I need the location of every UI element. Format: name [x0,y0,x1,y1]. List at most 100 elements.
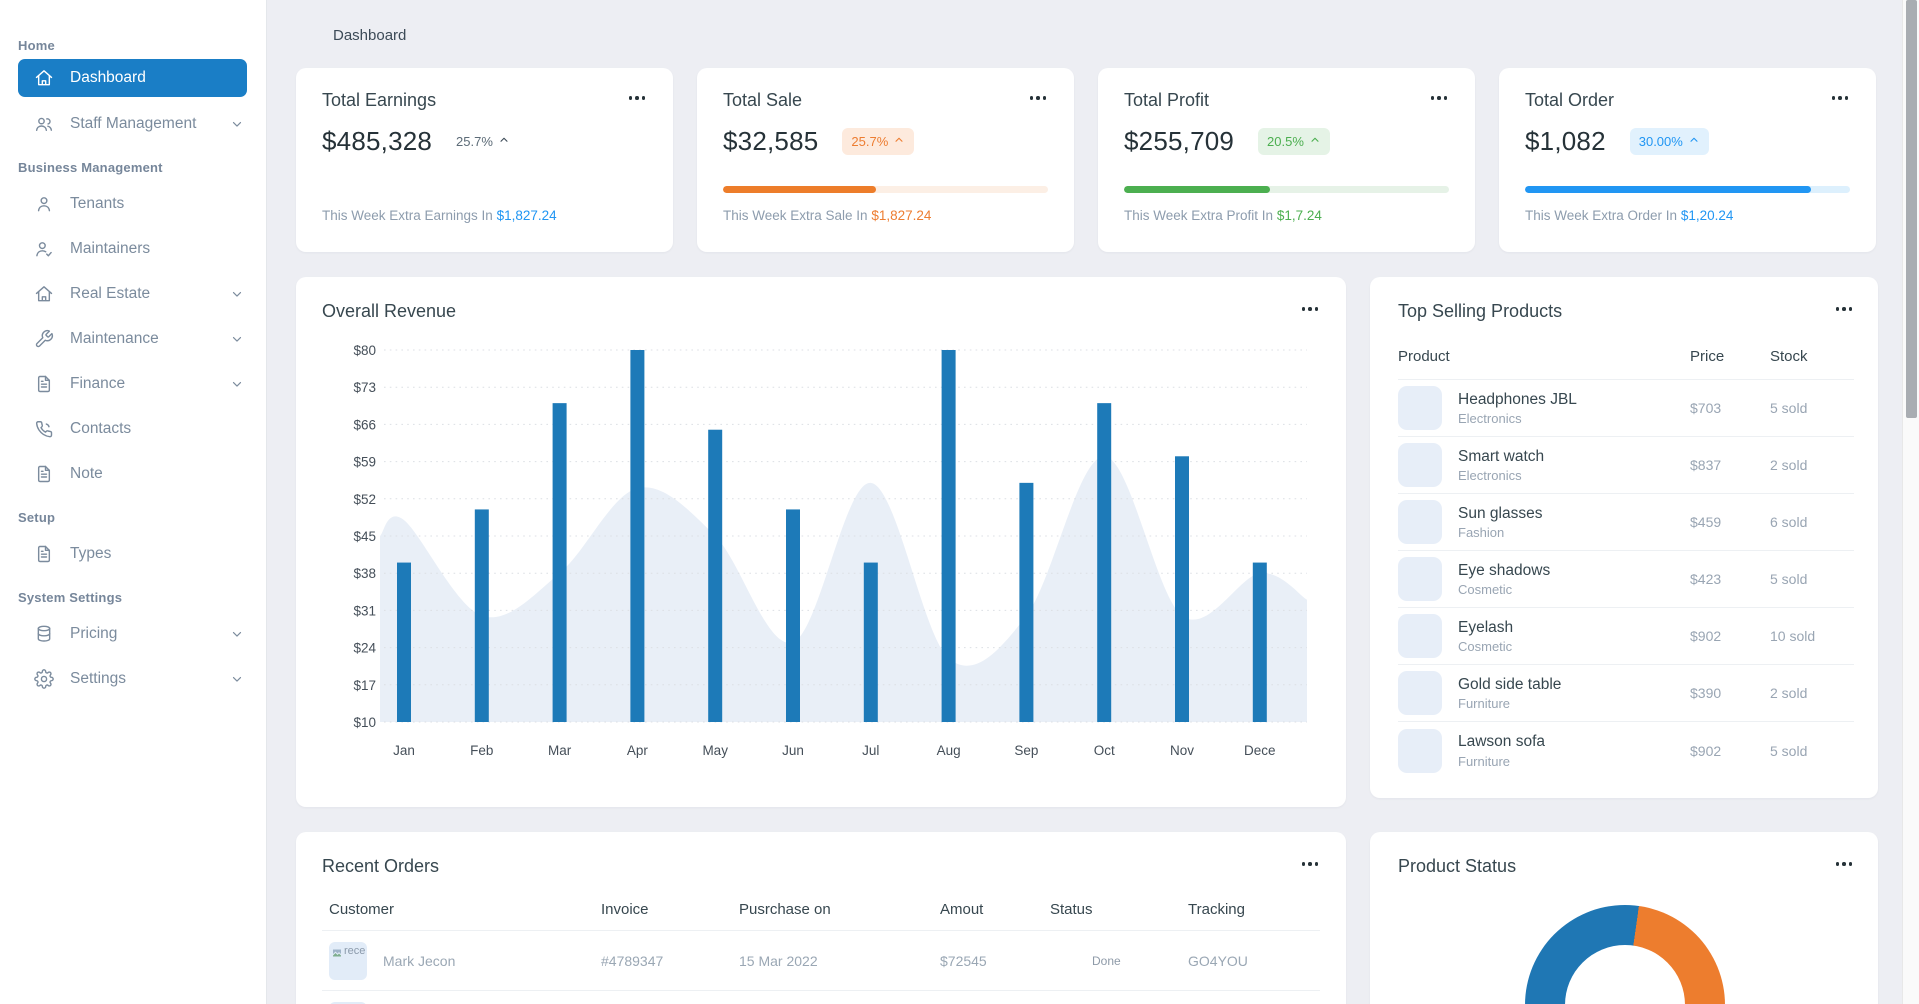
product-price: $902 [1690,628,1722,644]
product-info: Smart watch Electronics [1458,447,1674,483]
stat-card-value: $255,709 [1124,126,1235,156]
stat-card-trend-badge[interactable]: 20.5% [1258,128,1330,155]
stat-card-value: $32,585 [723,126,819,156]
home-icon [34,68,54,88]
ellipsis-menu-icon[interactable] [1429,90,1450,106]
stat-card-progress-fill [723,186,876,193]
x-axis-tick-label: Aug [937,743,961,758]
ellipsis-menu-icon[interactable] [1300,856,1321,872]
ellipsis-menu-icon[interactable] [627,90,648,106]
product-image-placeholder [1398,671,1442,715]
product-category: Furniture [1458,696,1511,712]
stat-card-trend-badge[interactable]: 30.00% [1629,128,1709,155]
product-info: Headphones JBL Electronics [1458,390,1674,426]
revenue-bar-oct [1097,403,1112,722]
stat-card-footer-amount: $1,20.24 [1680,208,1734,223]
stat-card-footer-amount: $1,7.24 [1276,208,1322,223]
orders-table-header: Customer Invoice Pusrchase on Amout Status Tr… [322,901,1320,931]
y-axis-tick-label: $59 [353,455,376,470]
order-row-2: rece [322,991,1320,1004]
orders-column-tracking: Tracking [1188,901,1245,918]
product-category: Electronics [1458,468,1522,484]
stat-card-value: $485,328 [322,126,433,156]
revenue-bar-mar [552,403,567,722]
product-category: Furniture [1458,753,1511,769]
stat-card-total-profit: Total Profit $255,709 20.5% This Week Ex… [1098,68,1475,252]
product-info: Sun glasses Fashion [1458,504,1674,540]
ellipsis-menu-icon[interactable] [1834,856,1855,872]
gear-icon [34,668,54,689]
revenue-background-area [380,456,1307,722]
ellipsis-menu-icon[interactable] [1300,301,1321,317]
top-selling-products-card: Top Selling Products Product Price Stock H… [1370,277,1878,798]
sidebar-item-pricing[interactable]: Pricing [0,611,266,656]
y-axis-tick-label: $45 [353,529,376,544]
y-axis-tick-label: $80 [353,343,376,358]
product-price: $837 [1690,457,1722,473]
overall-revenue-title: Overall Revenue [322,301,457,321]
order-customer-cell: rece Mark Jecon [329,941,601,980]
sidebar-item-contacts[interactable]: Contacts [0,406,266,451]
stat-card-title: Total Profit [1124,90,1210,110]
stat-cards-row: Total Earnings $485,328 25.7% This Week … [296,68,1876,252]
sidebar-item-types[interactable]: Types [0,531,266,576]
sidebar-item-finance[interactable]: Finance [0,361,266,406]
sidebar-item-settings[interactable]: Settings [0,656,266,701]
top-selling-products-title: Top Selling Products [1398,301,1563,321]
sidebar-item-maintenance[interactable]: Maintenance [0,316,266,361]
products-table-header: Product Price Stock [1398,348,1854,380]
product-price: $459 [1690,514,1722,530]
sidebar-item-real-estate[interactable]: Real Estate [0,271,266,316]
stat-card-footer: This Week Extra Order In $1,20.24 [1525,208,1734,223]
chevron-down-icon [230,332,244,346]
stat-card-progress-fill [1525,186,1811,193]
product-image-placeholder [1398,500,1442,544]
sidebar-item-dashboard[interactable]: Dashboard [18,59,247,97]
overall-revenue-card: Overall Revenue $10 $17 $24 $31 $38 $45 $52 $59… [296,277,1346,807]
product-price: $703 [1690,400,1722,416]
products-column-price: Price [1690,348,1725,365]
stat-card-value: $1,082 [1525,126,1606,156]
stat-card-trend-badge[interactable]: 25.7% [456,128,510,155]
sidebar-item-label: Contacts [70,419,132,437]
sidebar-item-label: Pricing [70,624,118,642]
product-row-eyelash: Eyelash Cosmetic $902 10 sold [1398,608,1854,665]
product-info: Gold side table Furniture [1458,675,1674,711]
chevron-down-icon [230,117,244,131]
sidebar-item-label: Note [70,464,103,482]
sidebar-item-maintainers[interactable]: Maintainers [0,226,266,271]
product-price: $390 [1690,685,1722,701]
ellipsis-menu-icon[interactable] [1834,301,1855,317]
scrollbar-thumb[interactable] [1906,0,1917,418]
orders-column-status: Status [1050,901,1093,918]
ellipsis-menu-icon[interactable] [1028,90,1049,106]
sidebar-item-tenants[interactable]: Tenants [0,181,266,226]
x-axis-tick-label: Feb [470,743,493,758]
orders-column-invoice: Invoice [601,901,649,918]
revenue-bar-jan [397,562,411,722]
chevron-up-icon [498,134,510,149]
product-category: Fashion [1458,525,1505,541]
stat-card-progress-track [1525,186,1850,193]
product-name: Eyelash [1458,618,1514,636]
product-info: Eye shadows Cosmetic [1458,561,1674,597]
chevron-up-icon [1688,134,1700,149]
products-column-product: Product [1398,348,1450,365]
file-icon [34,544,54,564]
product-status-card: Product Status [1370,832,1878,1004]
sidebar-item-note[interactable]: Note [0,451,266,496]
chevron-down-icon [230,287,244,301]
ellipsis-menu-icon[interactable] [1830,90,1851,106]
sidebar-section-label-home: Home [18,38,55,53]
stat-card-total-earnings: Total Earnings $485,328 25.7% This Week … [296,68,673,252]
sidebar-item-staff-management[interactable]: Staff Management [0,101,266,146]
orders-column-customer: Customer [329,901,395,918]
sidebar-section-label-setup: Setup [18,510,56,525]
stat-card-trend-badge[interactable]: 25.7% [842,128,915,155]
file-icon [34,374,54,394]
stat-card-footer: This Week Extra Earnings In $1,827.24 [322,208,557,223]
product-category: Electronics [1458,411,1522,427]
order-amount: $72545 [940,952,987,969]
home-icon [34,284,54,304]
product-stock: 6 sold [1770,514,1808,530]
